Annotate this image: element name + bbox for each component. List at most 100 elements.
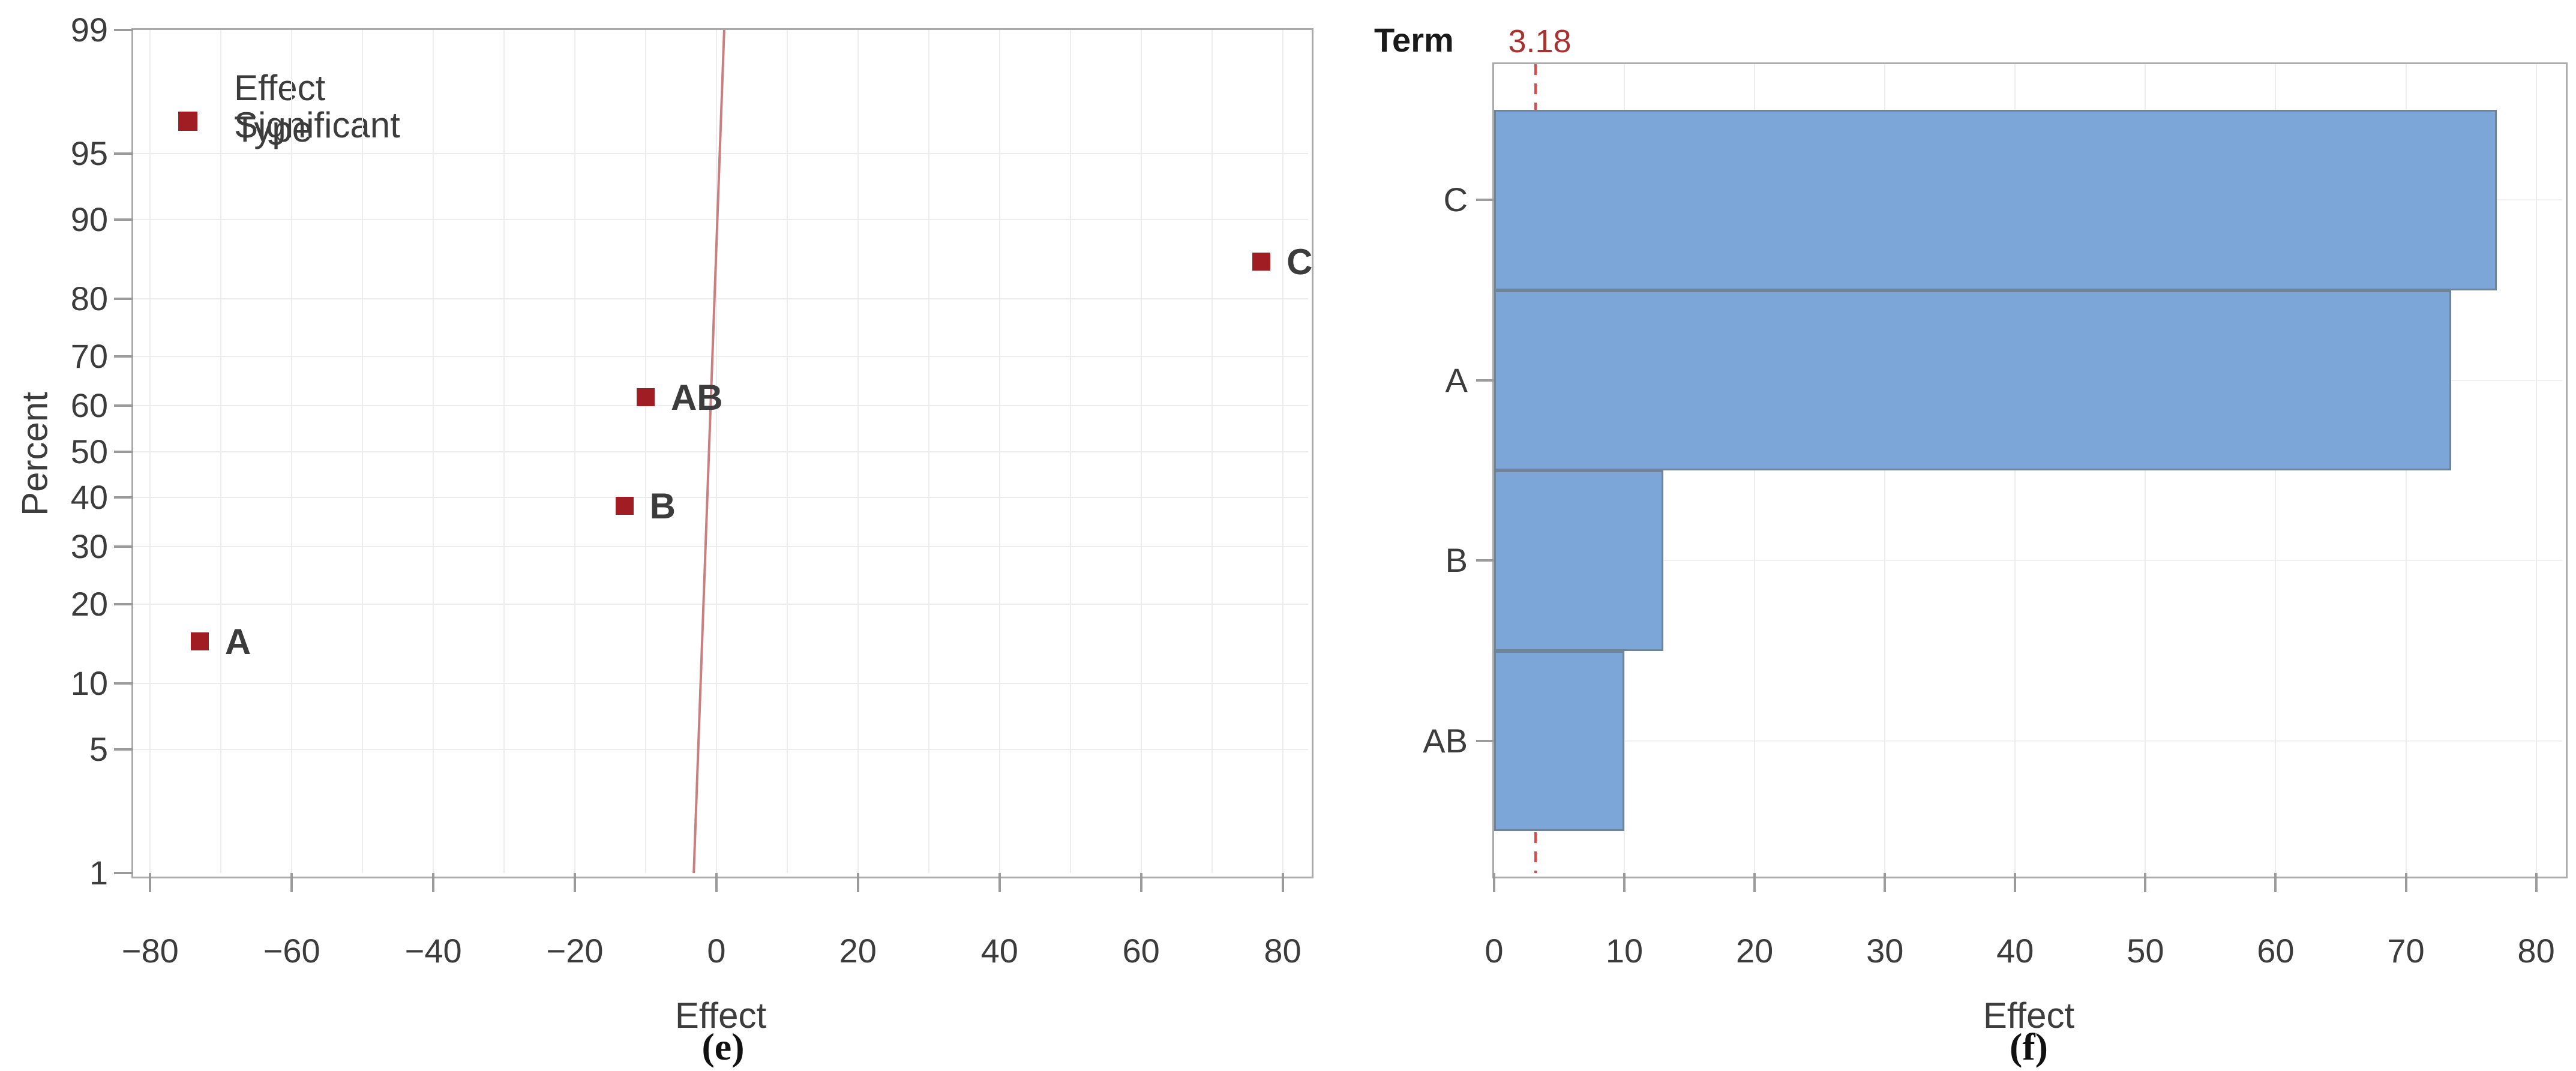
subfigure-caption-e: (e) [701, 1025, 745, 1068]
effect-point-label: C [1286, 241, 1313, 282]
x-axis-tick-label: 10 [1605, 932, 1644, 970]
x-axis-title-effect-left: Effect [674, 995, 767, 1036]
x-axis-tick [1753, 873, 1756, 892]
x-axis-tick [2404, 873, 2407, 892]
x-axis-tick-label: 40 [980, 932, 1018, 970]
y-axis-tick [114, 450, 133, 453]
x-axis-tick-label: 80 [1264, 932, 1302, 970]
legend-item-significant: Significant [234, 105, 400, 145]
x-axis-tick-label: 20 [839, 932, 877, 970]
y-axis-tick [1476, 199, 1494, 202]
y-axis-tick [114, 404, 133, 407]
x-axis-tick-label: 0 [1485, 932, 1504, 970]
x-axis-tick [998, 873, 1001, 892]
y-axis-tick-label: 90 [70, 200, 108, 238]
effect-point-marker [615, 497, 634, 515]
y-axis-tick [114, 545, 133, 548]
x-axis-tick [574, 873, 577, 892]
x-axis-tick-label: −20 [546, 932, 604, 970]
effect-point-label: AB [670, 377, 723, 418]
gridline-horizontal [133, 497, 1308, 498]
pareto-bar [1494, 470, 1664, 651]
x-axis-tick [2144, 873, 2147, 892]
y-axis-tick [114, 682, 133, 685]
plot-frame-right [1492, 62, 2568, 878]
x-axis-tick-label: 30 [1866, 932, 1904, 970]
x-axis-tick-label: −60 [263, 932, 320, 970]
effect-point-label: A [224, 622, 251, 662]
gridline-vertical [2535, 64, 2537, 873]
x-axis-tick [149, 873, 152, 892]
gridline-horizontal [1494, 740, 2562, 742]
pareto-chart: Term 3.18 Effect (f) [1368, 0, 2576, 1071]
gridline-horizontal [133, 749, 1308, 751]
y-axis-tick [114, 218, 133, 221]
x-axis-tick [715, 873, 718, 892]
x-axis-tick [856, 873, 859, 892]
gridline-horizontal [133, 603, 1308, 605]
gridline-horizontal [133, 545, 1308, 547]
y-axis-tick [114, 355, 133, 358]
x-axis-tick-label: 80 [2517, 932, 2555, 970]
category-label: AB [1423, 721, 1468, 760]
y-axis-tick-label: 40 [70, 478, 108, 516]
effect-point-marker [190, 632, 209, 651]
x-axis-tick [1139, 873, 1142, 892]
x-axis-tick [432, 873, 435, 892]
x-axis-tick-label: 60 [1122, 932, 1160, 970]
x-axis-tick-label: 60 [2257, 932, 2295, 970]
y-axis-tick-label: 5 [89, 730, 108, 769]
reference-line-value-label: 3.18 [1508, 23, 1572, 59]
x-axis-tick [1884, 873, 1887, 892]
gridline-horizontal [133, 298, 1308, 300]
y-axis-tick [114, 872, 133, 874]
y-axis-tick [114, 152, 133, 155]
gridline-horizontal [133, 356, 1308, 358]
y-axis-tick-label: 30 [70, 527, 108, 565]
x-axis-tick [2014, 873, 2017, 892]
y-axis-tick [1476, 559, 1494, 562]
y-axis-tick [1476, 739, 1494, 742]
x-axis-tick [2535, 873, 2538, 892]
x-axis-tick-label: −40 [404, 932, 462, 970]
x-axis-tick-label: 70 [2387, 932, 2425, 970]
x-axis-tick [1493, 873, 1495, 892]
y-axis-tick-label: 95 [70, 134, 108, 172]
significant-square-marker-icon [178, 112, 197, 131]
x-axis-title-effect-right: Effect [1983, 995, 2075, 1036]
x-axis-tick-label: 40 [1996, 932, 2034, 970]
y-axis-tick [114, 29, 133, 31]
y-axis-tick-label: 60 [70, 386, 108, 424]
category-label: A [1445, 361, 1468, 399]
y-axis-tick [114, 298, 133, 301]
x-axis-tick-label: 20 [1735, 932, 1774, 970]
y-axis-tick-label: 99 [70, 11, 108, 49]
y-axis-corner-label-term: Term [1374, 21, 1454, 59]
category-label: B [1445, 541, 1468, 580]
y-axis-tick [1476, 379, 1494, 382]
pareto-bar [1494, 290, 2452, 470]
x-axis-tick-label: 50 [2127, 932, 2164, 970]
plot-frame-left [131, 28, 1314, 878]
legend-title: Effect Type [234, 68, 326, 149]
y-axis-tick-label: 1 [89, 854, 108, 892]
x-axis-tick [1281, 873, 1284, 892]
y-axis-tick-label: 10 [70, 664, 108, 703]
gridline-horizontal [1494, 560, 2562, 562]
pareto-bar [1494, 650, 1625, 831]
y-axis-tick-label: 50 [70, 432, 108, 470]
effect-point-label: B [649, 486, 676, 527]
x-axis-tick [2274, 873, 2277, 892]
category-label: C [1443, 181, 1468, 219]
x-axis-tick [1623, 873, 1626, 892]
x-axis-tick [290, 873, 293, 892]
gridline-horizontal [133, 218, 1308, 220]
y-axis-tick [114, 748, 133, 751]
effect-point-marker [636, 388, 655, 406]
x-axis-tick-label: 0 [707, 932, 726, 970]
effect-point-marker [1252, 252, 1271, 271]
x-axis-tick-label: −80 [121, 932, 179, 970]
y-axis-tick-label: 70 [70, 337, 108, 376]
